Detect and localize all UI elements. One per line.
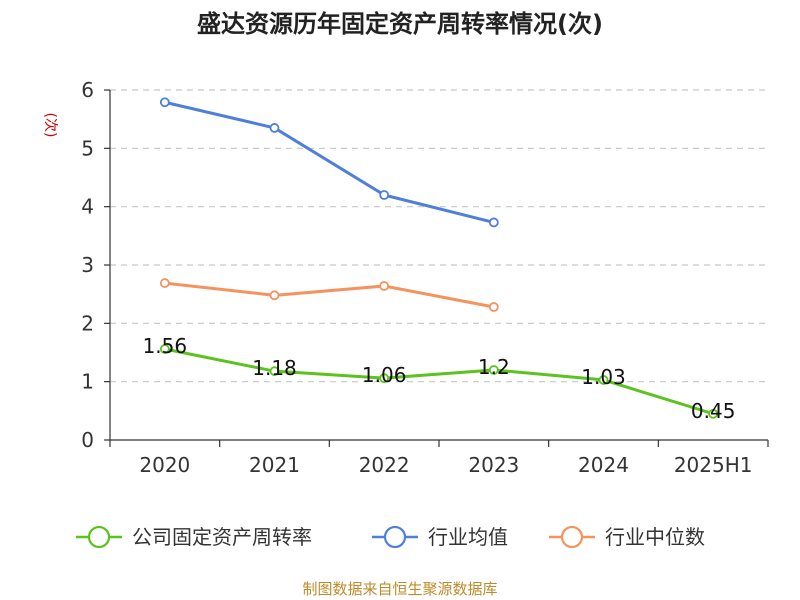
x-tick-label-2021: 2021: [249, 453, 300, 477]
series-2-point-2020: [159, 278, 170, 288]
y-tick-label-5: 5: [81, 136, 94, 160]
legend-label-2: 行业中位数: [605, 525, 705, 549]
axes: 0 1 2 3 4 5 6 2020 2021 2022 2023 2024 2025H1: [81, 78, 769, 477]
y-tick-label-1: 1: [81, 370, 94, 394]
series-1-point-2021: [269, 123, 280, 133]
x-tick-label-2022: 2022: [359, 453, 410, 477]
data-labels: 1.56 1.18 1.06 1.2 1.03 0.45: [143, 334, 736, 423]
legend: 公司固定资产周转率 行业均值 行业中位数: [76, 525, 705, 549]
series-0-point-2025H1: [708, 408, 719, 419]
data-label-2021: 1.18: [252, 356, 297, 380]
series-1-point-2022: [379, 190, 390, 200]
y-axis-label: (次): [42, 113, 58, 138]
series-line-0: [164, 347, 714, 416]
legend-marker-0: [87, 525, 111, 549]
y-tick-label-0: 0: [81, 428, 94, 452]
data-label-2023: 1.2: [478, 355, 510, 379]
series-0-point-2023: [488, 365, 499, 375]
data-label-2025H1: 0.45: [691, 399, 736, 423]
series-2-point-2023: [488, 302, 499, 312]
x-tick-label-2023: 2023: [468, 453, 519, 477]
series-line-2: [164, 281, 495, 309]
x-tick-label-2025H1: 2025H1: [674, 453, 753, 477]
series-2-point-2022: [379, 281, 390, 291]
y-tick-label-6: 6: [81, 78, 94, 102]
y-tick-label-2: 2: [81, 311, 94, 335]
data-label-2022: 1.06: [362, 363, 407, 387]
series-0-point-2021: [269, 366, 280, 377]
legend-marker-2: [560, 525, 584, 549]
x-tick-label-2020: 2020: [139, 453, 190, 477]
data-label-2020: 1.56: [143, 334, 188, 358]
legend-marker-1: [383, 525, 407, 549]
y-tick-label-4: 4: [81, 195, 94, 219]
chart-title: 盛达资源历年固定资产周转率情况(次): [197, 10, 603, 38]
source-note: 制图数据来自恒生聚源数据库: [302, 580, 497, 598]
data-label-2024: 1.03: [581, 365, 626, 389]
x-tick-label-2024: 2024: [578, 453, 629, 477]
y-tick-label-3: 3: [81, 253, 94, 277]
series-line-1: [164, 100, 495, 224]
legend-label-0: 公司固定资产周转率: [132, 525, 312, 549]
series-0-point-2022: [379, 373, 390, 384]
legend-label-1: 行业均值: [428, 525, 508, 549]
series-layer: [159, 97, 719, 419]
series-0-point-2020: [159, 344, 170, 354]
series-1-point-2020: [159, 97, 170, 108]
series-2-point-2021: [269, 290, 280, 301]
gridlines: [110, 89, 768, 383]
series-1-point-2023: [488, 217, 499, 228]
series-0-point-2024: [598, 375, 609, 385]
